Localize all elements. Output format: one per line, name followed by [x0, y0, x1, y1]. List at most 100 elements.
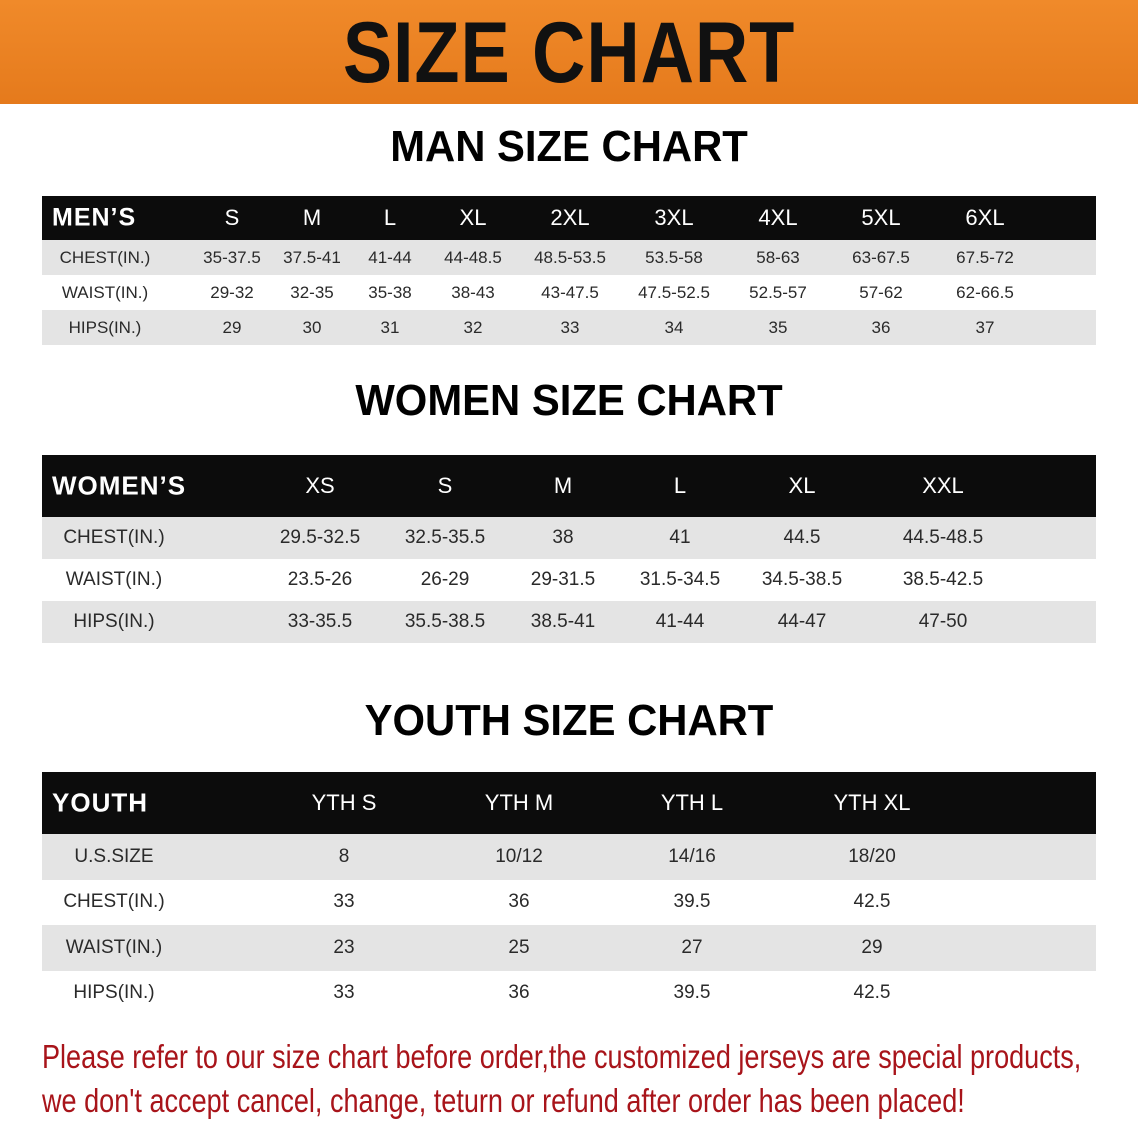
size-header-yth-m: YTH M: [484, 790, 554, 815]
table-row: HIPS(IN.) 33-35.5 35.5-38.5 38.5-41 41-44 44-…: [42, 601, 1096, 643]
table-cell: 36: [508, 891, 530, 913]
table-header-row: YOUTH YTH S YTH M YTH L YTH XL: [42, 772, 1096, 834]
table-row: HIPS(IN.) 33 36 39.5 42.5: [42, 971, 1096, 1017]
size-header-yth-l: YTH L: [660, 790, 724, 815]
table-cell: 41: [669, 527, 691, 548]
size-header-yth-s: YTH S: [311, 790, 377, 815]
size-header-l: L: [673, 473, 687, 498]
size-header-s: S: [224, 205, 240, 230]
table-cell: 29.5-32.5: [279, 527, 361, 548]
table-cell: 42.5: [853, 982, 891, 1004]
table-cell: 10/12: [495, 845, 543, 867]
row-label: HIPS(IN.): [73, 611, 155, 632]
row-label: WAIST(IN.): [61, 282, 149, 302]
table-cell: 62-66.5: [956, 282, 1014, 302]
row-label: CHEST(IN.): [59, 247, 151, 267]
women-size-table: WOMEN’S XS S M L XL XXL CHEST(IN.) 29.5-32.5 32.5…: [42, 455, 1096, 644]
table-cell: 23.5-26: [287, 569, 353, 590]
size-header-xs: XS: [305, 473, 335, 498]
table-cell: 63-67.5: [852, 247, 910, 267]
table-cell: 29: [861, 936, 883, 958]
notice-line-2: we don't accept cancel, change, teturn o…: [42, 1082, 965, 1119]
table-cell: 41-44: [655, 611, 705, 632]
women-section-title: WOMEN SIZE CHART: [355, 376, 783, 425]
table-row: HIPS(IN.) 29 30 31 32 33 34 35 36 37: [42, 310, 1096, 345]
men-section-title: MAN SIZE CHART: [390, 122, 748, 171]
table-cell: 32.5-35.5: [404, 527, 486, 548]
table-cell: 39.5: [673, 891, 711, 913]
size-header-s: S: [437, 473, 453, 498]
row-label: HIPS(IN.): [68, 317, 142, 337]
table-cell: 35: [768, 317, 788, 337]
table-cell: 32-35: [290, 282, 334, 302]
table-cell: 44.5: [783, 527, 821, 548]
table-cell: 8: [338, 845, 350, 867]
size-header-m: M: [553, 473, 573, 498]
size-header-2xl: 2XL: [550, 205, 590, 230]
row-label: CHEST(IN.): [63, 527, 165, 548]
table-cell: 14/16: [668, 845, 716, 867]
table-cell: 34: [664, 317, 684, 337]
table-cell: 25: [508, 936, 530, 958]
notice-line-1: Please refer to our size chart before or…: [42, 1038, 1082, 1075]
youth-section-title: YOUTH SIZE CHART: [364, 696, 774, 745]
row-label: U.S.SIZE: [74, 845, 154, 867]
size-header-xxl: XXL: [922, 473, 964, 498]
row-label: WAIST(IN.): [65, 569, 163, 590]
table-row: CHEST(IN.) 35-37.5 37.5-41 41-44 44-48.5 48.5…: [42, 240, 1096, 275]
table-cell: 38.5-42.5: [902, 569, 984, 590]
row-label: HIPS(IN.): [73, 982, 155, 1004]
table-cell: 42.5: [853, 891, 891, 913]
row-label: WAIST(IN.): [65, 936, 163, 958]
table-cell: 34.5-38.5: [761, 569, 843, 590]
table-cell: 31.5-34.5: [639, 569, 721, 590]
header-label: YOUTH: [52, 787, 148, 818]
size-header-5xl: 5XL: [861, 205, 901, 230]
table-cell: 33: [333, 982, 355, 1004]
banner-title: SIZE CHART: [342, 5, 796, 101]
size-header-m: M: [302, 205, 322, 230]
table-cell: 38-43: [451, 282, 495, 302]
table-cell: 27: [681, 936, 703, 958]
table-cell: 35-37.5: [203, 247, 261, 267]
table-header-row: WOMEN’S XS S M L XL XXL: [42, 455, 1096, 517]
table-cell: 37.5-41: [283, 247, 341, 267]
size-header-4xl: 4XL: [758, 205, 798, 230]
row-label: CHEST(IN.): [63, 891, 165, 913]
size-header-xl: XL: [459, 205, 487, 230]
size-header-6xl: 6XL: [965, 205, 1005, 230]
header-label: MEN’S: [52, 203, 137, 232]
youth-size-table: YOUTH YTH S YTH M YTH L YTH XL U.S.SIZE 8 10/12…: [42, 772, 1096, 1016]
table-cell: 30: [302, 317, 322, 337]
table-cell: 38.5-41: [530, 611, 596, 632]
table-cell: 36: [871, 317, 891, 337]
banner: SIZE CHART: [0, 0, 1138, 104]
table-cell: 23: [333, 936, 355, 958]
table-cell: 57-62: [859, 282, 903, 302]
table-row: WAIST(IN.) 29-32 32-35 35-38 38-43 43-47.5 47.…: [42, 275, 1096, 310]
table-cell: 43-47.5: [541, 282, 599, 302]
table-cell: 29: [222, 317, 242, 337]
table-cell: 41-44: [368, 247, 412, 267]
table-cell: 47.5-52.5: [638, 282, 710, 302]
table-cell: 39.5: [673, 982, 711, 1004]
table-cell: 26-29: [420, 569, 470, 590]
table-header-row: MEN’S S M L XL 2XL 3XL 4XL 5XL 6XL: [42, 196, 1096, 240]
table-cell: 58-63: [756, 247, 800, 267]
table-cell: 35-38: [368, 282, 412, 302]
table-row: WAIST(IN.) 23 25 27 29: [42, 925, 1096, 971]
table-cell: 35.5-38.5: [404, 611, 486, 632]
table-cell: 29-31.5: [530, 569, 596, 590]
size-header-xl: XL: [788, 473, 816, 498]
table-cell: 32: [463, 317, 483, 337]
size-header-l: L: [383, 205, 397, 230]
table-row: WAIST(IN.) 23.5-26 26-29 29-31.5 31.5-34.5 34…: [42, 559, 1096, 601]
size-header-3xl: 3XL: [654, 205, 694, 230]
table-cell: 47-50: [918, 611, 968, 632]
table-cell: 33: [560, 317, 580, 337]
table-cell: 38: [552, 527, 574, 548]
table-cell: 48.5-53.5: [534, 247, 606, 267]
table-cell: 18/20: [848, 845, 896, 867]
table-cell: 31: [380, 317, 400, 337]
table-cell: 44-48.5: [444, 247, 502, 267]
